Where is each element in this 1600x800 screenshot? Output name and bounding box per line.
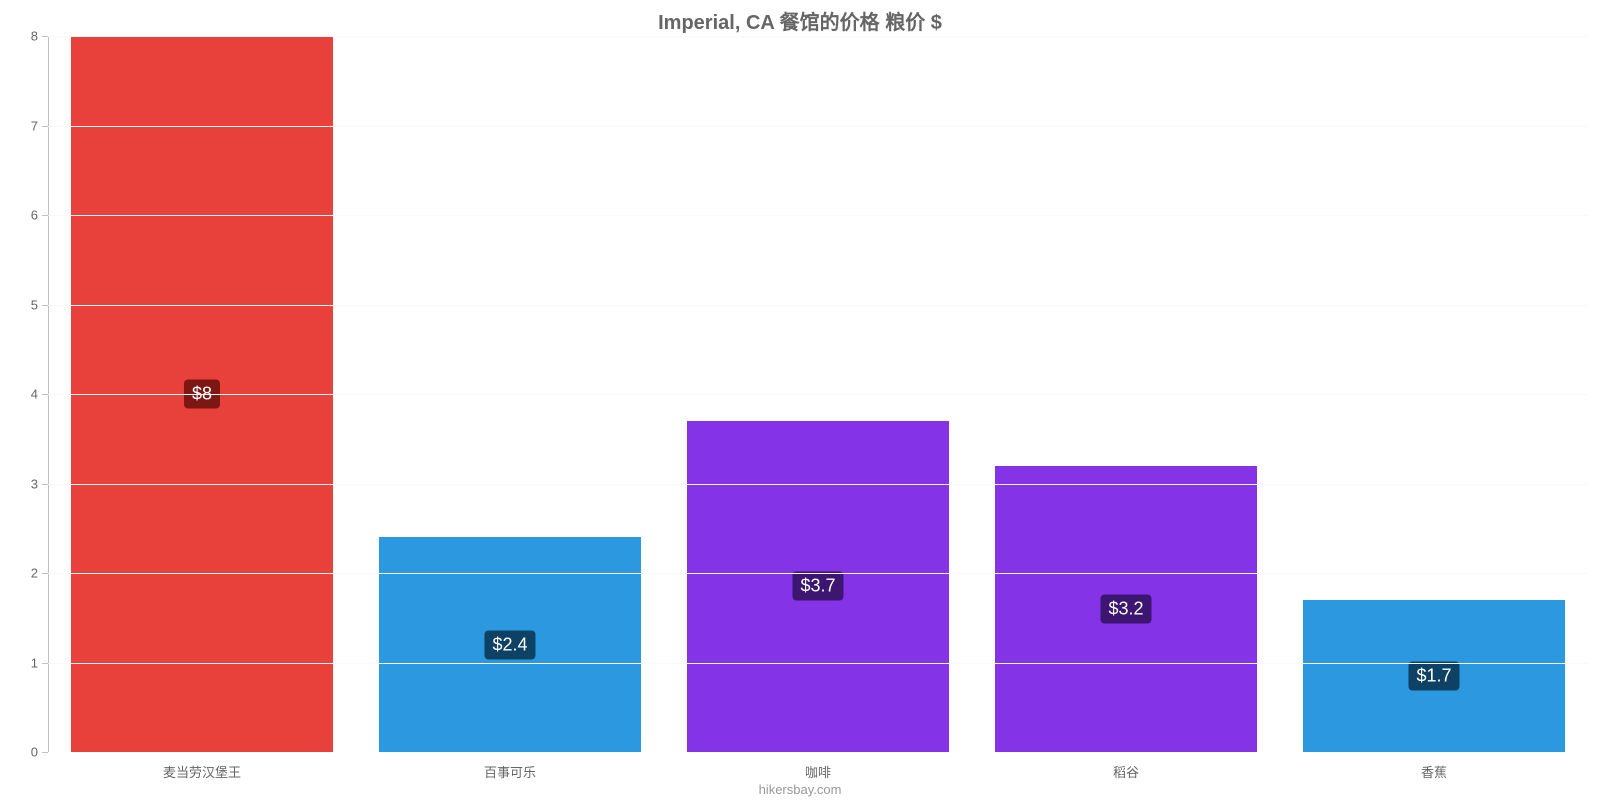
x-tick-label: 香蕉 bbox=[1421, 752, 1447, 781]
gridline bbox=[48, 573, 1588, 574]
y-tick-label: 6 bbox=[31, 208, 48, 223]
gridline bbox=[48, 394, 1588, 395]
y-tick-label: 2 bbox=[31, 566, 48, 581]
bar: $1.7 bbox=[1303, 600, 1565, 752]
plot-area: $8$2.4$3.7$3.2$1.7 012345678麦当劳汉堡王百事可乐咖啡… bbox=[48, 36, 1588, 752]
chart-title: Imperial, CA 餐馆的价格 粮价 $ bbox=[0, 6, 1600, 35]
gridline bbox=[48, 305, 1588, 306]
bar: $3.2 bbox=[995, 466, 1257, 752]
gridline bbox=[48, 36, 1588, 37]
y-tick-label: 3 bbox=[31, 476, 48, 491]
y-tick-label: 1 bbox=[31, 655, 48, 670]
y-tick-label: 4 bbox=[31, 387, 48, 402]
gridline bbox=[48, 126, 1588, 127]
x-tick-label: 麦当劳汉堡王 bbox=[163, 752, 241, 781]
bar: $3.7 bbox=[687, 421, 949, 752]
y-tick-label: 0 bbox=[31, 745, 48, 760]
bar: $2.4 bbox=[379, 537, 641, 752]
gridline bbox=[48, 215, 1588, 216]
gridline bbox=[48, 484, 1588, 485]
price-bar-chart: Imperial, CA 餐馆的价格 粮价 $ $8$2.4$3.7$3.2$1… bbox=[0, 0, 1600, 800]
x-tick-label: 咖啡 bbox=[805, 752, 831, 781]
y-tick-label: 8 bbox=[31, 29, 48, 44]
gridline bbox=[48, 663, 1588, 664]
bar-value-badge: $2.4 bbox=[484, 630, 535, 659]
x-tick-label: 百事可乐 bbox=[484, 752, 536, 781]
bar-value-badge: $1.7 bbox=[1408, 661, 1459, 690]
bar-value-badge: $3.7 bbox=[792, 572, 843, 601]
y-tick-label: 7 bbox=[31, 118, 48, 133]
x-tick-label: 稻谷 bbox=[1113, 752, 1139, 781]
attribution-text: hikersbay.com bbox=[0, 782, 1600, 797]
bar-value-badge: $3.2 bbox=[1100, 594, 1151, 623]
y-tick-label: 5 bbox=[31, 297, 48, 312]
